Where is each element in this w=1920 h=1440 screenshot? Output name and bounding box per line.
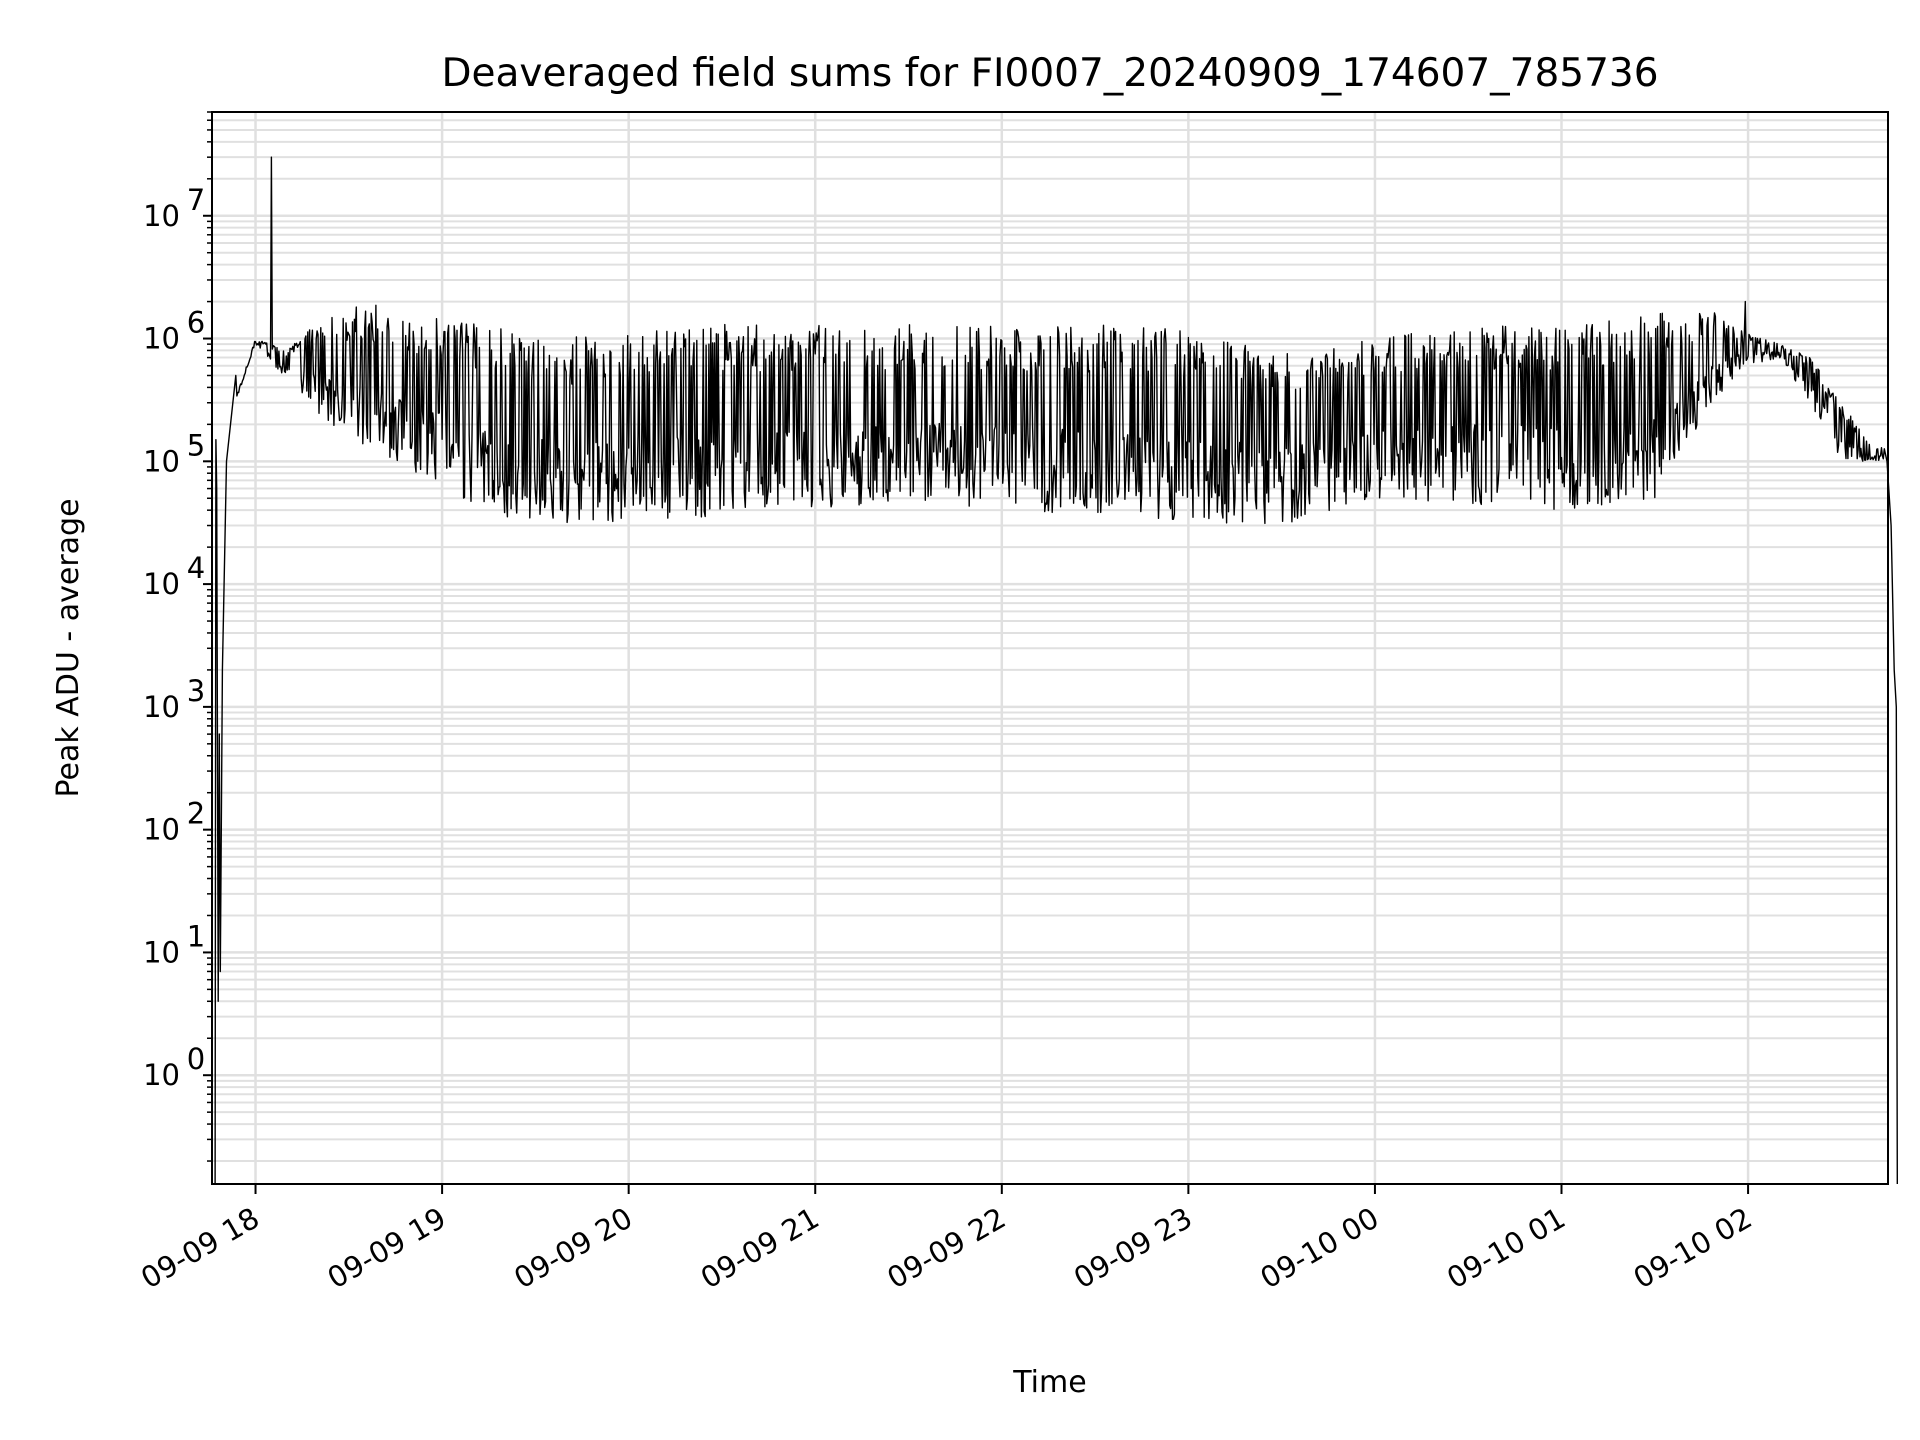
- y-tick-label: 10: [143, 1058, 180, 1092]
- y-tick-label: 10: [143, 444, 180, 478]
- y-axis-label: Peak ADU - average: [51, 498, 86, 797]
- y-tick-exponent: 0: [187, 1042, 205, 1076]
- y-tick-label: 10: [143, 199, 180, 233]
- y-tick-label: 10: [143, 322, 180, 356]
- chart-title: Deaveraged field sums for FI0007_2024090…: [441, 51, 1658, 96]
- y-tick-exponent: 7: [187, 183, 205, 217]
- y-tick-exponent: 5: [187, 428, 205, 462]
- y-tick-exponent: 4: [187, 551, 205, 585]
- y-tick-exponent: 6: [187, 306, 205, 340]
- y-tick-label: 10: [143, 813, 180, 847]
- series-line: [214, 156, 1898, 1185]
- y-tick-exponent: 2: [187, 797, 205, 831]
- y-tick-label: 10: [143, 935, 180, 969]
- grid: [212, 111, 1888, 1184]
- y-tick-exponent: 3: [187, 674, 205, 708]
- series-path: [214, 156, 1898, 1185]
- y-tick-exponent: 1: [187, 919, 205, 953]
- y-tick-label: 10: [143, 567, 180, 601]
- x-axis-label: Time: [1012, 1365, 1086, 1400]
- y-tick-label: 10: [143, 690, 180, 724]
